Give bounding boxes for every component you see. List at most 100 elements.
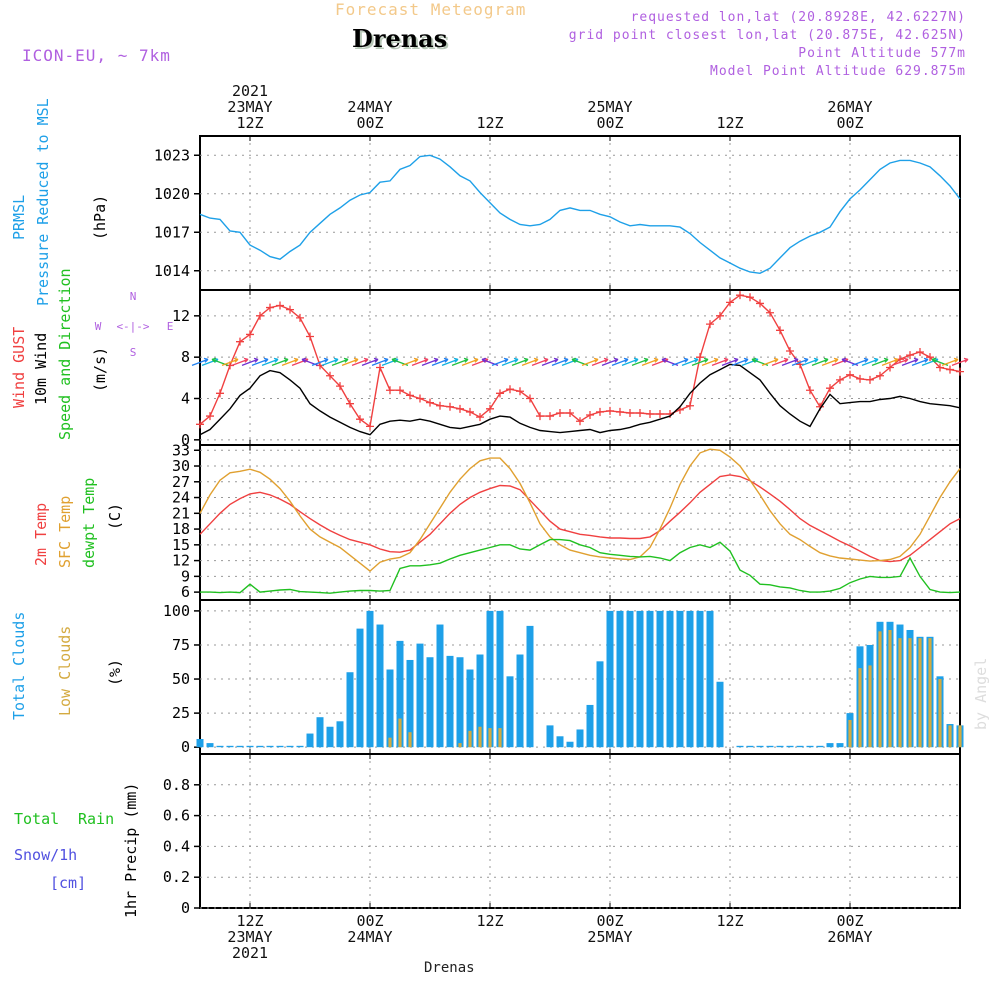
gust-point [706, 320, 714, 329]
wind-direction-arrow [441, 357, 459, 366]
gust-point [486, 404, 494, 413]
wind-direction-arrow [761, 357, 779, 366]
wind-direction-arrow [291, 357, 309, 366]
y-tick-label: 27 [172, 473, 190, 491]
total-cloud-bar [206, 743, 214, 748]
gust-point [376, 363, 384, 372]
gust-point [556, 408, 564, 417]
gust-point [826, 384, 834, 393]
gust-point [636, 408, 644, 417]
total-cloud-bar [546, 725, 554, 748]
gust-point [926, 353, 934, 362]
total-cloud-bar [336, 721, 344, 748]
time-tick-label: 2021 [232, 82, 268, 100]
low-cloud-bar [868, 665, 872, 748]
model-altitude: Model Point Altitude 629.875m [710, 64, 966, 79]
wind-direction-arrow [471, 357, 489, 366]
gust-point [856, 374, 864, 383]
wind-direction-arrow [351, 357, 369, 366]
wind-direction-arrow [381, 357, 399, 366]
compass-s: S [130, 346, 137, 359]
gust-point [906, 351, 914, 360]
y-tick-label: 0.2 [163, 868, 190, 886]
gust-point [876, 371, 884, 380]
wind-panel: 0 4 8 12 [172, 289, 969, 449]
total-cloud-bar [576, 729, 584, 748]
gust-point [506, 385, 514, 394]
wind-direction-arrow [641, 357, 659, 366]
total-cloud-bar [266, 745, 274, 748]
total-cloud-bar [386, 669, 394, 748]
gust-point [386, 386, 394, 395]
gust-point [456, 404, 464, 413]
precip-rain-label: Rain [78, 810, 114, 828]
gust-point [726, 298, 734, 307]
wind-direction-arrow [651, 357, 669, 366]
wind-direction-arrow [821, 357, 839, 366]
total-cloud-bar [366, 610, 374, 748]
wind-direction-arrow [681, 357, 699, 366]
total-cloud-bar [756, 745, 764, 748]
y-tick-label: 0 [181, 899, 190, 917]
sfc-temp-label: SFC Temp [56, 496, 74, 568]
total-cloud-bar [716, 681, 724, 748]
gust-point [216, 389, 224, 398]
wind-direction-arrow [491, 357, 509, 366]
wind-direction-arrow [261, 357, 279, 366]
wind-direction-arrow [251, 357, 269, 366]
watermark: by Angel [972, 658, 990, 730]
total-cloud-bar [526, 625, 534, 748]
gust-point [746, 293, 754, 302]
low-cloud-bar [408, 732, 412, 748]
y-tick-label: 1017 [154, 223, 190, 241]
total-cloud-bar [836, 743, 844, 748]
wind-direction-arrow [861, 357, 879, 366]
gust-point [446, 402, 454, 411]
wind-gust-label: Wind GUST [10, 327, 28, 408]
dewpt-temp-label: dewpt Temp [80, 478, 98, 568]
low-cloud-bar [458, 743, 462, 748]
total-cloud-bar [476, 654, 484, 748]
wind-direction-arrow [281, 357, 299, 366]
wind-direction-arrow [221, 357, 239, 366]
gust-point [296, 313, 304, 322]
wind-direction-arrow [331, 357, 349, 366]
gust-point [866, 375, 874, 384]
gust-point [496, 389, 504, 398]
requested-coords: requested lon,lat (20.8928E, 42.6227N) [630, 10, 966, 25]
low-cloud-bar [388, 737, 392, 748]
gust-point [276, 301, 284, 310]
wind-direction-arrow [431, 357, 449, 366]
total-cloud-bar [666, 610, 674, 748]
time-tick-label: 2021 [232, 944, 268, 962]
bottom-location-label: Drenas [424, 960, 475, 976]
y-tick-label: 6 [181, 583, 190, 601]
time-tick-label: 12Z [476, 912, 503, 930]
precip-panel: 0 0.2 0.4 0.6 0.8 [163, 753, 961, 917]
low-cloud-bar [908, 638, 912, 748]
time-tick-label: 12Z [716, 114, 743, 132]
wind-direction-arrow [551, 357, 569, 366]
y-tick-label: 100 [163, 602, 190, 620]
wind-direction-arrow [701, 357, 719, 366]
low-cloud-bar [878, 631, 882, 748]
point-altitude: Point Altitude 577m [798, 46, 966, 61]
gust-point [406, 391, 414, 400]
total-cloud-bar [636, 610, 644, 748]
wind-direction-arrow [721, 357, 739, 366]
wind-direction-arrow [311, 357, 329, 366]
wind-direction-arrow [521, 357, 539, 366]
wind-direction-arrow [871, 357, 889, 366]
total-cloud-bar [426, 657, 434, 748]
gust-point [246, 330, 254, 339]
total-cloud-bar [786, 745, 794, 748]
time-tick-label: 12Z [236, 912, 263, 930]
total-cloud-bar [796, 745, 804, 748]
wind-direction-arrow [901, 357, 919, 366]
gust-point [786, 346, 794, 355]
total-cloud-bar [466, 669, 474, 748]
faint-title: Forecast Meteogram [335, 0, 527, 19]
gust-point [606, 406, 614, 415]
